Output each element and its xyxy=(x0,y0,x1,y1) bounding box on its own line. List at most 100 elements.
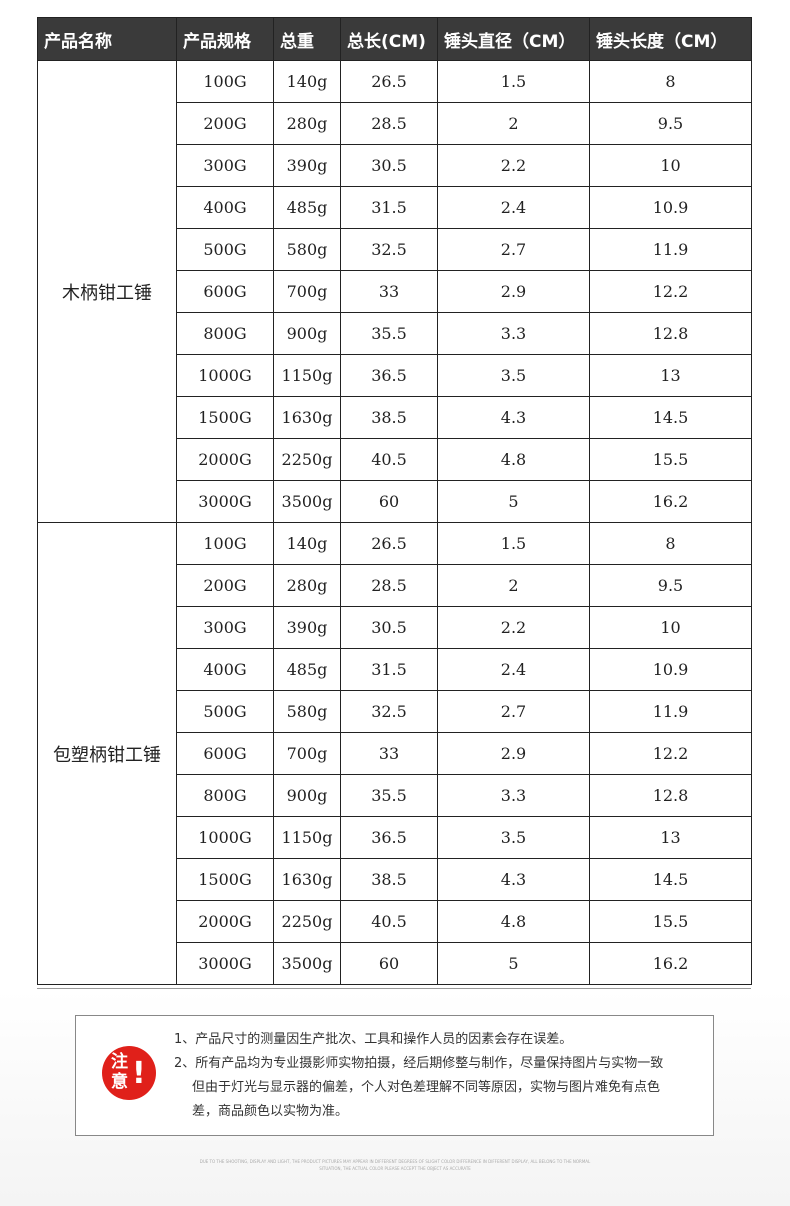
table-cell: 31.5 xyxy=(340,186,438,229)
table-cell: 16.2 xyxy=(589,942,752,985)
header-cell: 锤头直径（CM） xyxy=(437,17,590,61)
table-cell: 2.7 xyxy=(437,228,590,271)
table-cell: 3.3 xyxy=(437,312,590,355)
table-cell: 1000G xyxy=(176,354,274,397)
table-cell: 26.5 xyxy=(340,60,438,103)
table-cell: 9.5 xyxy=(589,102,752,145)
table-cell: 35.5 xyxy=(340,312,438,355)
notice-line: 2、所有产品均为专业摄影师实物拍摄，经后期修整与制作，尽量保持图片与实物一致 xyxy=(174,1056,664,1071)
table-cell: 10.9 xyxy=(589,186,752,229)
table-cell: 16.2 xyxy=(589,480,752,523)
table-cell: 4.3 xyxy=(437,858,590,901)
table-row: 3000G 3500g 60 5 16.2 xyxy=(38,942,752,985)
table-row: 木柄钳工锤 100G 140g 26.5 1.5 8 xyxy=(37,60,752,523)
table-cell: 4.8 xyxy=(437,900,590,943)
notice-line: 但由于灯光与显示器的偏差，个人对色差理解不同等原因，实物与图片难免有点色 xyxy=(192,1080,661,1095)
table-row: 200G 280g 28.5 2 9.5 xyxy=(38,564,752,607)
table-cell: 4.3 xyxy=(437,396,590,439)
table-cell: 1000G xyxy=(176,816,274,859)
header-cell: 锤头长度（CM） xyxy=(589,17,752,61)
table-cell: 13 xyxy=(589,354,752,397)
header-cell: 总长(CM) xyxy=(340,17,438,61)
spec-table: 产品名称 产品规格 总重 总长(CM) 锤头直径（CM） 锤头长度（CM） 木柄钳工锤 10… xyxy=(37,17,752,985)
table-cell: 200G xyxy=(176,564,274,607)
table-cell: 36.5 xyxy=(340,816,438,859)
table-cell: 1.5 xyxy=(437,522,590,565)
table-cell: 580g xyxy=(273,690,341,733)
table-row: 400G 485g 31.5 2.4 10.9 xyxy=(38,648,752,691)
table-cell: 2000G xyxy=(176,438,274,481)
table-cell: 33 xyxy=(340,270,438,313)
table-cell: 2250g xyxy=(273,438,341,481)
table-cell: 13 xyxy=(589,816,752,859)
table-cell: 5 xyxy=(437,942,590,985)
footer: DUE TO THE SHOOTING, DISPLAY AND LIGHT, … xyxy=(140,1158,650,1172)
table-cell: 900g xyxy=(273,774,341,817)
table-cell: 2.7 xyxy=(437,690,590,733)
notice-box: 注意 ! 1、产品尺寸的测量因生产批次、工具和操作人员的因素会存在误差。 2、所有… xyxy=(75,1015,714,1136)
table-cell: 3000G xyxy=(176,942,274,985)
product-name: 木柄钳工锤 xyxy=(37,60,177,523)
table-cell: 800G xyxy=(176,312,274,355)
table-cell: 40.5 xyxy=(340,438,438,481)
table-cell: 2.9 xyxy=(437,732,590,775)
table-cell: 12.8 xyxy=(589,312,752,355)
header-cell: 产品规格 xyxy=(176,17,274,61)
table-cell: 14.5 xyxy=(589,396,752,439)
table-cell: 30.5 xyxy=(340,606,438,649)
table-cell: 4.8 xyxy=(437,438,590,481)
table-cell: 36.5 xyxy=(340,354,438,397)
table-cell: 300G xyxy=(176,606,274,649)
table-cell: 1630g xyxy=(273,858,341,901)
table-cell: 2.9 xyxy=(437,270,590,313)
table-cell: 35.5 xyxy=(340,774,438,817)
table-row: 1500G 1630g 38.5 4.3 14.5 xyxy=(38,396,752,439)
table-row: 包塑柄钳工锤 100G 140g 26.5 1.5 8 xyxy=(37,522,752,985)
table-cell: 500G xyxy=(176,690,274,733)
product-name: 包塑柄钳工锤 xyxy=(37,522,177,985)
table-cell: 390g xyxy=(273,144,341,187)
table-cell: 700g xyxy=(273,732,341,775)
table-row: 2000G 2250g 40.5 4.8 15.5 xyxy=(38,438,752,481)
table-cell: 3.3 xyxy=(437,774,590,817)
table-cell: 2.2 xyxy=(437,144,590,187)
table-cell: 2.4 xyxy=(437,648,590,691)
table-cell: 30.5 xyxy=(340,144,438,187)
table-cell: 2 xyxy=(437,564,590,607)
table-cell: 9.5 xyxy=(589,564,752,607)
table-cell: 11.9 xyxy=(589,228,752,271)
table-cell: 2000G xyxy=(176,900,274,943)
table-cell: 15.5 xyxy=(589,438,752,481)
table-cell: 580g xyxy=(273,228,341,271)
table-cell: 800G xyxy=(176,774,274,817)
table-cell: 60 xyxy=(340,480,438,523)
table-cell: 600G xyxy=(176,732,274,775)
table-cell: 100G xyxy=(176,60,274,103)
table-row: 300G 390g 30.5 2.2 10 xyxy=(38,144,752,187)
table-cell: 15.5 xyxy=(589,900,752,943)
table-row: 800G 900g 35.5 3.3 12.8 xyxy=(38,774,752,817)
table-body: 木柄钳工锤 100G 140g 26.5 1.5 8 200G 280g 28.5 2 9.5 300… xyxy=(37,60,752,985)
header-cell: 产品名称 xyxy=(37,17,177,61)
table-cell: 5 xyxy=(437,480,590,523)
table-cell: 485g xyxy=(273,648,341,691)
table-row: 2000G 2250g 40.5 4.8 15.5 xyxy=(38,900,752,943)
table-row: 500G 580g 32.5 2.7 11.9 xyxy=(38,228,752,271)
table-cell: 280g xyxy=(273,102,341,145)
table-cell: 2250g xyxy=(273,900,341,943)
table-cell: 32.5 xyxy=(340,690,438,733)
table-cell: 12.2 xyxy=(589,732,752,775)
footer-line: DUE TO THE SHOOTING, DISPLAY AND LIGHT, … xyxy=(199,1159,591,1164)
table-cell: 1630g xyxy=(273,396,341,439)
table-cell: 10 xyxy=(589,606,752,649)
notice-badge: 注意 ! xyxy=(102,1046,156,1100)
table-cell: 2.4 xyxy=(437,186,590,229)
table-cell: 600G xyxy=(176,270,274,313)
table-row: 300G 390g 30.5 2.2 10 xyxy=(38,606,752,649)
table-cell: 38.5 xyxy=(340,396,438,439)
table-cell: 8 xyxy=(589,60,752,103)
table-cell: 2.2 xyxy=(437,606,590,649)
notice-line: 差，商品颜色以实物为准。 xyxy=(192,1104,349,1119)
notice-line: 1、产品尺寸的测量因生产批次、工具和操作人员的因素会存在误差。 xyxy=(174,1032,573,1047)
table-row: 200G 280g 28.5 2 9.5 xyxy=(38,102,752,145)
